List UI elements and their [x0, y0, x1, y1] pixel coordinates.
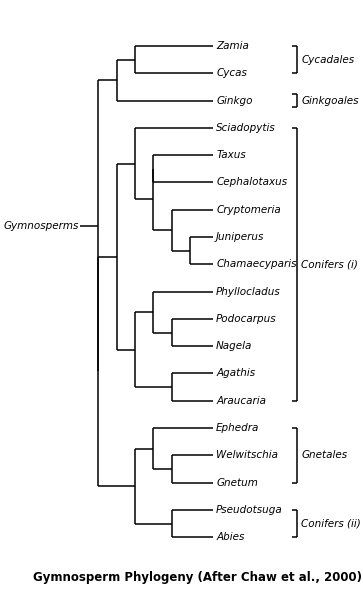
Text: Conifers (i): Conifers (i): [301, 260, 358, 269]
Text: Nagela: Nagela: [216, 341, 252, 351]
Text: Chamaecyparis: Chamaecyparis: [216, 260, 297, 269]
Text: Araucaria: Araucaria: [216, 396, 266, 406]
Text: Welwitschia: Welwitschia: [216, 450, 278, 460]
Text: Agathis: Agathis: [216, 369, 255, 378]
Text: Zamia: Zamia: [216, 41, 249, 51]
Text: Conifers (ii): Conifers (ii): [301, 519, 361, 529]
Text: Gymnosperm Phylogeny (After Chaw et al., 2000): Gymnosperm Phylogeny (After Chaw et al.,…: [33, 571, 362, 584]
Text: Gnetales: Gnetales: [301, 450, 347, 460]
Text: Cycas: Cycas: [216, 68, 247, 78]
Text: Gnetum: Gnetum: [216, 478, 258, 488]
Text: Ephedra: Ephedra: [216, 423, 260, 433]
Text: Sciadopytis: Sciadopytis: [216, 123, 276, 133]
Text: Cephalotaxus: Cephalotaxus: [216, 178, 287, 188]
Text: Gymnosperms: Gymnosperms: [3, 221, 79, 231]
Text: Taxus: Taxus: [216, 150, 246, 160]
Text: Abies: Abies: [216, 532, 244, 542]
Text: Phyllocladus: Phyllocladus: [216, 287, 281, 297]
Text: Cryptomeria: Cryptomeria: [216, 205, 281, 215]
Text: Podocarpus: Podocarpus: [216, 314, 277, 324]
Text: Cycadales: Cycadales: [301, 55, 354, 65]
Text: Juniperus: Juniperus: [216, 232, 265, 242]
Text: Ginkgo: Ginkgo: [216, 96, 253, 106]
Text: Pseudotsuga: Pseudotsuga: [216, 505, 283, 515]
Text: Ginkgoales: Ginkgoales: [301, 96, 359, 106]
